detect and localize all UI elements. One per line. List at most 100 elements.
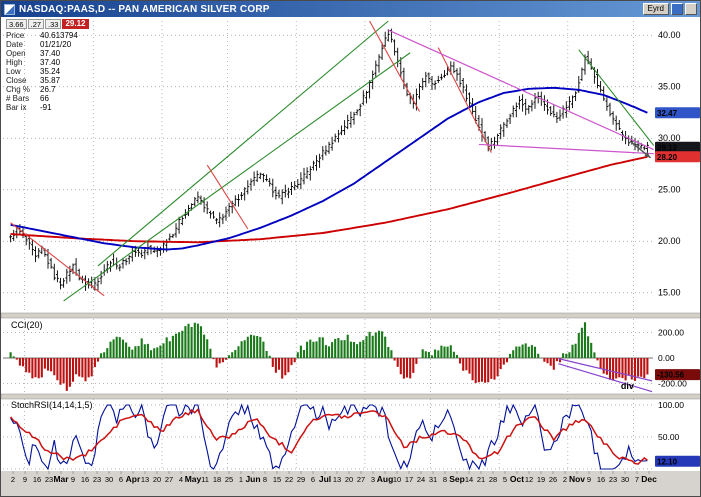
- svg-text:100.00: 100.00: [658, 400, 684, 410]
- svg-text:27: 27: [165, 475, 173, 484]
- svg-text:29: 29: [297, 475, 305, 484]
- svg-text:11: 11: [201, 475, 209, 484]
- svg-text:32.47: 32.47: [657, 109, 678, 118]
- svg-text:20: 20: [153, 475, 161, 484]
- legend-row: Price 40.613794: [6, 31, 78, 40]
- legend-row: Date 01/21/20: [6, 40, 72, 49]
- svg-text:9: 9: [587, 475, 591, 484]
- stochrsi-lines: [9, 403, 648, 471]
- svg-text:31: 31: [429, 475, 437, 484]
- chart-canvas[interactable]: divCCI(20)StochRSI(14,14,1,5)40.0035.003…: [1, 17, 701, 497]
- window-button-blue[interactable]: [671, 3, 683, 15]
- svg-text:Oct: Oct: [510, 474, 524, 484]
- svg-text:Jun: Jun: [245, 474, 260, 484]
- pane-labels: CCI(20) StochRSI(14,14,1,5): [11, 320, 93, 410]
- trendlines: [10, 20, 655, 302]
- svg-text:29.12: 29.12: [657, 143, 678, 152]
- svg-text:CCI(20): CCI(20): [11, 320, 43, 330]
- svg-text:6: 6: [311, 475, 315, 484]
- svg-text:23: 23: [93, 475, 101, 484]
- svg-text:10: 10: [393, 475, 401, 484]
- svg-text:23: 23: [609, 475, 617, 484]
- chart-body: div CCI(20) StochRSI(14,14,1,5) 40.00 35.00 3…: [1, 17, 701, 497]
- svg-text:30: 30: [105, 475, 113, 484]
- last-price-box: 29.12: [62, 19, 89, 29]
- titlebar[interactable]: NASDAQ:PAAS,D -- PAN AMERICAN SILVER COR…: [1, 1, 700, 17]
- y-axis-labels: 40.00 35.00 30.00 25.00 20.00 15.00 200.00 0.00…: [658, 30, 687, 442]
- svg-text:20: 20: [345, 475, 353, 484]
- svg-text:19: 19: [537, 475, 545, 484]
- svg-text:Nov: Nov: [569, 474, 585, 484]
- svg-text:Sep: Sep: [449, 474, 465, 484]
- svg-text:8: 8: [443, 475, 447, 484]
- legend-row: Close 35.87: [6, 76, 61, 85]
- svg-text:Jul: Jul: [319, 474, 331, 484]
- svg-text:5: 5: [503, 475, 507, 484]
- window-button-gray[interactable]: [685, 3, 697, 15]
- chart-backgrounds: [1, 312, 700, 496]
- svg-text:2: 2: [11, 475, 15, 484]
- legend-row: # Bars 66: [6, 94, 49, 103]
- x-axis-labels: 2 9 16 23 Mar 9 16 23 30 6 Apr 13 20 27 4 May 11 18 25 1 Jun…: [11, 471, 657, 484]
- svg-text:3: 3: [371, 475, 375, 484]
- svg-text:26: 26: [549, 475, 557, 484]
- svg-text:-130.56: -130.56: [657, 371, 685, 380]
- svg-text:StochRSI(14,14,1,5): StochRSI(14,14,1,5): [11, 400, 93, 410]
- app-icon: [4, 3, 15, 15]
- svg-text:9: 9: [23, 475, 27, 484]
- price-bars: [9, 28, 649, 291]
- svg-text:16: 16: [33, 475, 41, 484]
- svg-text:15: 15: [273, 475, 281, 484]
- svg-text:200.00: 200.00: [658, 328, 684, 338]
- svg-text:9: 9: [71, 475, 75, 484]
- cci-histogram: [9, 322, 649, 391]
- legend-row: Chg % 26.7: [6, 85, 56, 94]
- quote-row: 3.66.27.33 29.12: [6, 19, 89, 29]
- svg-text:7: 7: [635, 475, 639, 484]
- svg-text:div: div: [621, 381, 634, 391]
- svg-text:50.00: 50.00: [658, 432, 680, 442]
- legend-row: High 37.40: [6, 58, 61, 67]
- svg-text:23: 23: [45, 475, 53, 484]
- svg-text:13: 13: [333, 475, 341, 484]
- svg-text:0.00: 0.00: [658, 353, 675, 363]
- svg-text:17: 17: [405, 475, 413, 484]
- svg-text:20.00: 20.00: [658, 236, 681, 246]
- svg-text:14: 14: [465, 475, 473, 484]
- legend-row: Bar ix -91: [6, 103, 52, 112]
- svg-text:40.00: 40.00: [658, 30, 681, 40]
- window-title: NASDAQ:PAAS,D -- PAN AMERICAN SILVER COR…: [19, 3, 270, 15]
- svg-text:25.00: 25.00: [658, 185, 681, 195]
- svg-text:Dec: Dec: [641, 474, 657, 484]
- svg-text:4: 4: [179, 475, 183, 484]
- svg-text:21: 21: [477, 475, 485, 484]
- svg-text:35.00: 35.00: [658, 82, 681, 92]
- svg-text:12: 12: [525, 475, 533, 484]
- svg-text:16: 16: [597, 475, 605, 484]
- svg-text:2: 2: [563, 475, 567, 484]
- svg-text:May: May: [185, 474, 202, 484]
- svg-text:12.10: 12.10: [657, 457, 678, 466]
- svg-text:1: 1: [239, 475, 243, 484]
- svg-text:13: 13: [141, 475, 149, 484]
- svg-text:24: 24: [417, 475, 425, 484]
- titlebar-buttons: Eyrd: [642, 3, 697, 15]
- legend-rows: Price 40.613794 Date 01/21/20 Open 37.40 High 3…: [6, 31, 89, 112]
- svg-text:27: 27: [357, 475, 365, 484]
- svg-text:28.20: 28.20: [657, 153, 678, 162]
- svg-text:25: 25: [225, 475, 233, 484]
- eyrd-button[interactable]: Eyrd: [642, 3, 669, 15]
- quote-cell: .27: [27, 19, 45, 29]
- svg-text:22: 22: [285, 475, 293, 484]
- svg-text:16: 16: [81, 475, 89, 484]
- svg-text:Mar: Mar: [53, 474, 69, 484]
- svg-text:8: 8: [263, 475, 267, 484]
- svg-text:28: 28: [489, 475, 497, 484]
- svg-text:-200.00: -200.00: [658, 378, 687, 388]
- quote-cell: .33: [45, 19, 62, 29]
- legend-row: Low 35.24: [6, 67, 61, 76]
- cci-annotations: div: [558, 358, 653, 393]
- svg-text:30.00: 30.00: [658, 133, 681, 143]
